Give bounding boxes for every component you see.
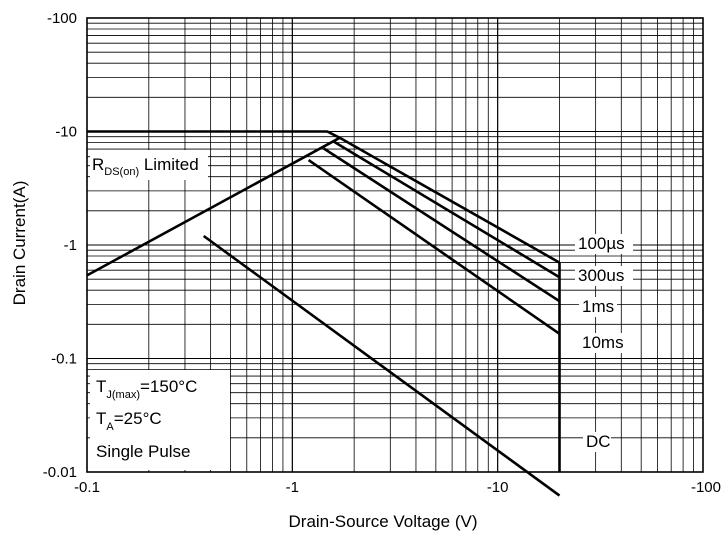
y-tick-label: -10 — [55, 124, 77, 141]
series-labels: 100µs 300us 1ms 10ms DC — [575, 234, 633, 452]
y-tick-label: -1 — [64, 237, 77, 254]
y-tick-label: -0.01 — [43, 464, 77, 481]
series-label: 300us — [578, 266, 624, 285]
series-label: DC — [586, 432, 611, 451]
y-tick-label: -100 — [47, 10, 77, 27]
series-line — [324, 148, 560, 301]
y-axis-title: Drain Current(A) — [10, 181, 29, 306]
series-label: 1ms — [582, 297, 614, 316]
single-pulse-label: Single Pulse — [96, 442, 191, 461]
y-tick-label: -0.1 — [51, 351, 77, 368]
x-tick-label: -1 — [286, 479, 299, 496]
x-tick-label: -10 — [487, 479, 509, 496]
series-line — [204, 236, 560, 496]
series-line — [309, 160, 560, 334]
x-axis-title: Drain-Source Voltage (V) — [289, 512, 478, 531]
x-tick-label: -100 — [691, 479, 721, 496]
series-label: 10ms — [582, 333, 624, 352]
series-label: 100µs — [578, 234, 625, 253]
x-tick-label: -0.1 — [74, 479, 100, 496]
